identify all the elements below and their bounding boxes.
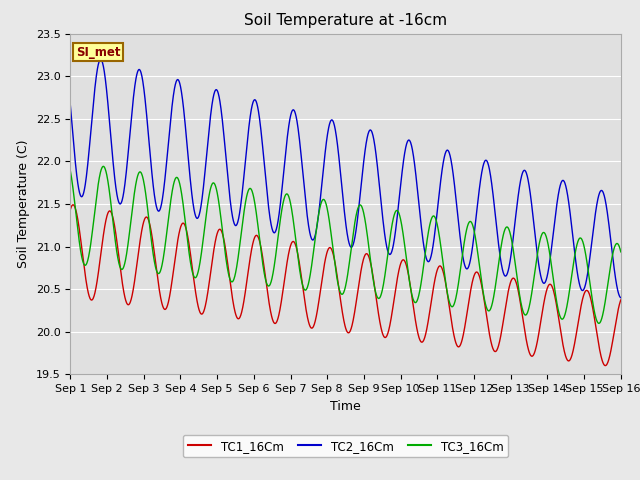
Title: Soil Temperature at -16cm: Soil Temperature at -16cm [244, 13, 447, 28]
Legend: TC1_16Cm, TC2_16Cm, TC3_16Cm: TC1_16Cm, TC2_16Cm, TC3_16Cm [183, 435, 508, 457]
Text: SI_met: SI_met [76, 46, 120, 59]
X-axis label: Time: Time [330, 400, 361, 413]
Y-axis label: Soil Temperature (C): Soil Temperature (C) [17, 140, 30, 268]
